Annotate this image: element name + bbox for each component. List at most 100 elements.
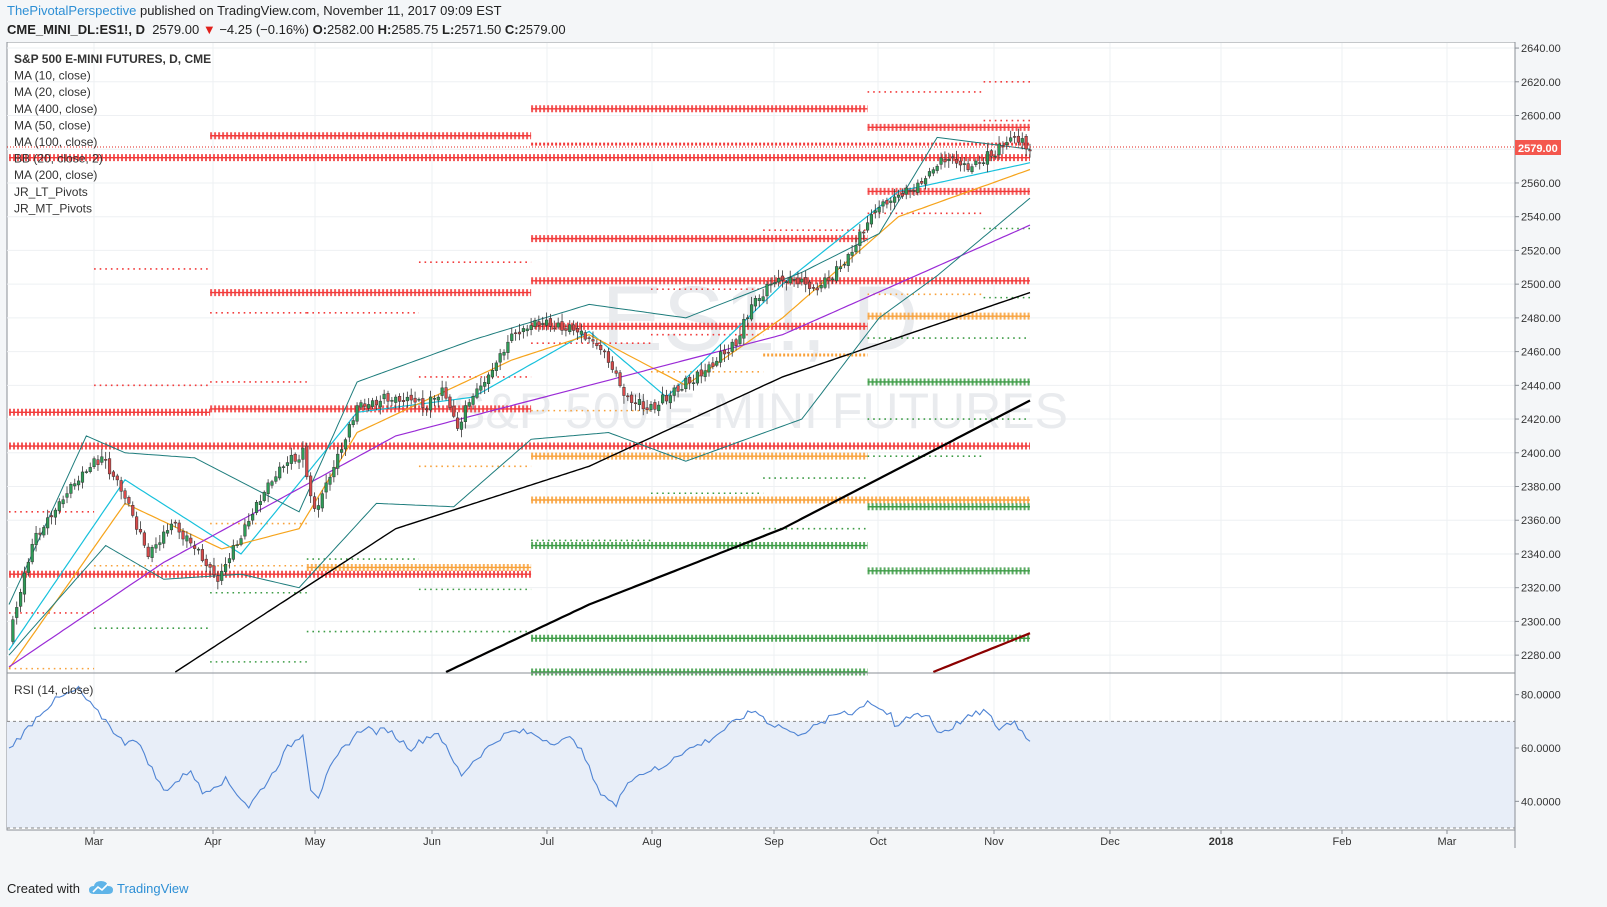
tradingview-brand-link[interactable]: TradingView <box>117 881 189 896</box>
candle-body <box>699 369 703 377</box>
candle-body <box>162 531 166 544</box>
candle-body <box>796 277 800 285</box>
candle-body <box>486 374 491 384</box>
legend-item[interactable]: MA (10, close) <box>14 69 91 83</box>
candle-body <box>498 353 502 363</box>
time-tick-label: Aug <box>642 836 662 848</box>
legend-item[interactable]: MA (400, close) <box>14 102 97 116</box>
candle-body <box>30 543 34 563</box>
candle <box>53 507 57 525</box>
candle <box>135 511 139 535</box>
time-axis[interactable]: Mar Apr May Jun Jul Aug Sep Oct Nov Dec 2018 Feb Mar <box>85 830 1457 848</box>
candle <box>355 402 359 425</box>
candle-body <box>448 396 452 408</box>
candle <box>401 392 406 406</box>
candle-body <box>521 328 525 333</box>
candle-body <box>1012 136 1017 138</box>
candle-body <box>893 196 897 203</box>
candle-body <box>877 207 881 213</box>
candle <box>475 383 479 400</box>
candle-body <box>1016 135 1020 143</box>
candle-body <box>123 490 127 499</box>
candle <box>908 187 912 199</box>
candle-body <box>784 281 788 284</box>
candle-body <box>579 330 583 335</box>
candle <box>773 275 777 288</box>
candle <box>924 175 928 190</box>
chart-canvas[interactable]: ES1!, D S&P 500 E-MINI FUTURES S&P 500 E… <box>0 42 1607 870</box>
time-tick-label: 2018 <box>1209 836 1233 848</box>
candle <box>11 615 15 645</box>
candle <box>552 320 556 332</box>
time-tick-label: Mar <box>85 836 104 848</box>
candle-body <box>355 405 359 422</box>
candle <box>703 363 707 382</box>
candle <box>556 317 560 330</box>
legend-item[interactable]: JR_LT_Pivots <box>14 185 88 199</box>
candle-body <box>150 546 154 558</box>
candle-body <box>490 370 495 378</box>
candle-body <box>235 544 239 546</box>
candle-body <box>649 404 653 410</box>
price-tick-label: 2520.00 <box>1521 245 1561 257</box>
candle <box>641 393 645 416</box>
candle-body <box>26 561 30 573</box>
candle <box>610 356 614 373</box>
candle-body <box>169 523 174 531</box>
legend-item[interactable]: MA (100, close) <box>14 135 97 149</box>
legend-item[interactable]: MA (50, close) <box>14 118 91 132</box>
candle-body <box>800 278 804 283</box>
candle-body <box>622 387 626 396</box>
candle <box>842 261 846 269</box>
candle <box>1001 141 1005 155</box>
candle <box>865 215 870 233</box>
candle <box>409 388 413 405</box>
price-tick-label: 2460.00 <box>1521 347 1561 359</box>
candle-body <box>688 376 692 384</box>
candle <box>312 492 317 512</box>
candle-body <box>610 361 614 370</box>
rsi-axis[interactable]: 40.0000 60.0000 80.0000 <box>1515 690 1561 809</box>
price-axis[interactable]: 2280.00 2300.00 2320.00 2340.00 2360.00 2380.… <box>1515 43 1561 662</box>
candle-body <box>80 471 85 483</box>
candle <box>862 230 866 240</box>
candle <box>544 312 549 331</box>
candle <box>954 150 959 169</box>
candle <box>421 390 425 417</box>
candle <box>603 348 607 359</box>
candle <box>262 490 266 503</box>
legend-item[interactable]: BB (20, close, 2) <box>14 152 103 166</box>
candle-body <box>243 524 247 537</box>
candle-body <box>850 251 854 256</box>
candle-body <box>568 324 572 332</box>
candle <box>96 455 100 471</box>
candle-body <box>278 466 282 479</box>
candle-body <box>251 514 255 521</box>
candle-body <box>738 335 742 344</box>
time-tick-label: Jul <box>540 836 554 848</box>
legend-item[interactable]: MA (200, close) <box>14 168 97 182</box>
candle-body <box>293 453 297 462</box>
candle <box>958 157 962 172</box>
close-value: 2579.00 <box>518 22 566 37</box>
legend-item[interactable]: MA (20, close) <box>14 85 91 99</box>
candle-body <box>548 318 553 327</box>
candle-body <box>583 332 587 340</box>
candle <box>309 472 313 503</box>
legend-item[interactable]: JR_MT_Pivots <box>14 201 92 215</box>
candle-body <box>405 396 409 402</box>
candle-body <box>630 394 634 403</box>
candle-body <box>900 193 904 197</box>
footer: Created with TradingView <box>0 870 1607 907</box>
candle-body <box>111 471 115 477</box>
candle <box>30 538 34 565</box>
candle <box>951 153 955 164</box>
candle <box>42 525 46 538</box>
candle-body <box>564 328 568 331</box>
candle <box>572 320 576 336</box>
candle-body <box>374 399 378 406</box>
candle <box>173 519 177 528</box>
candle-body <box>749 304 754 320</box>
author-link[interactable]: ThePivotalPerspective <box>7 3 137 18</box>
candle <box>1009 130 1013 144</box>
